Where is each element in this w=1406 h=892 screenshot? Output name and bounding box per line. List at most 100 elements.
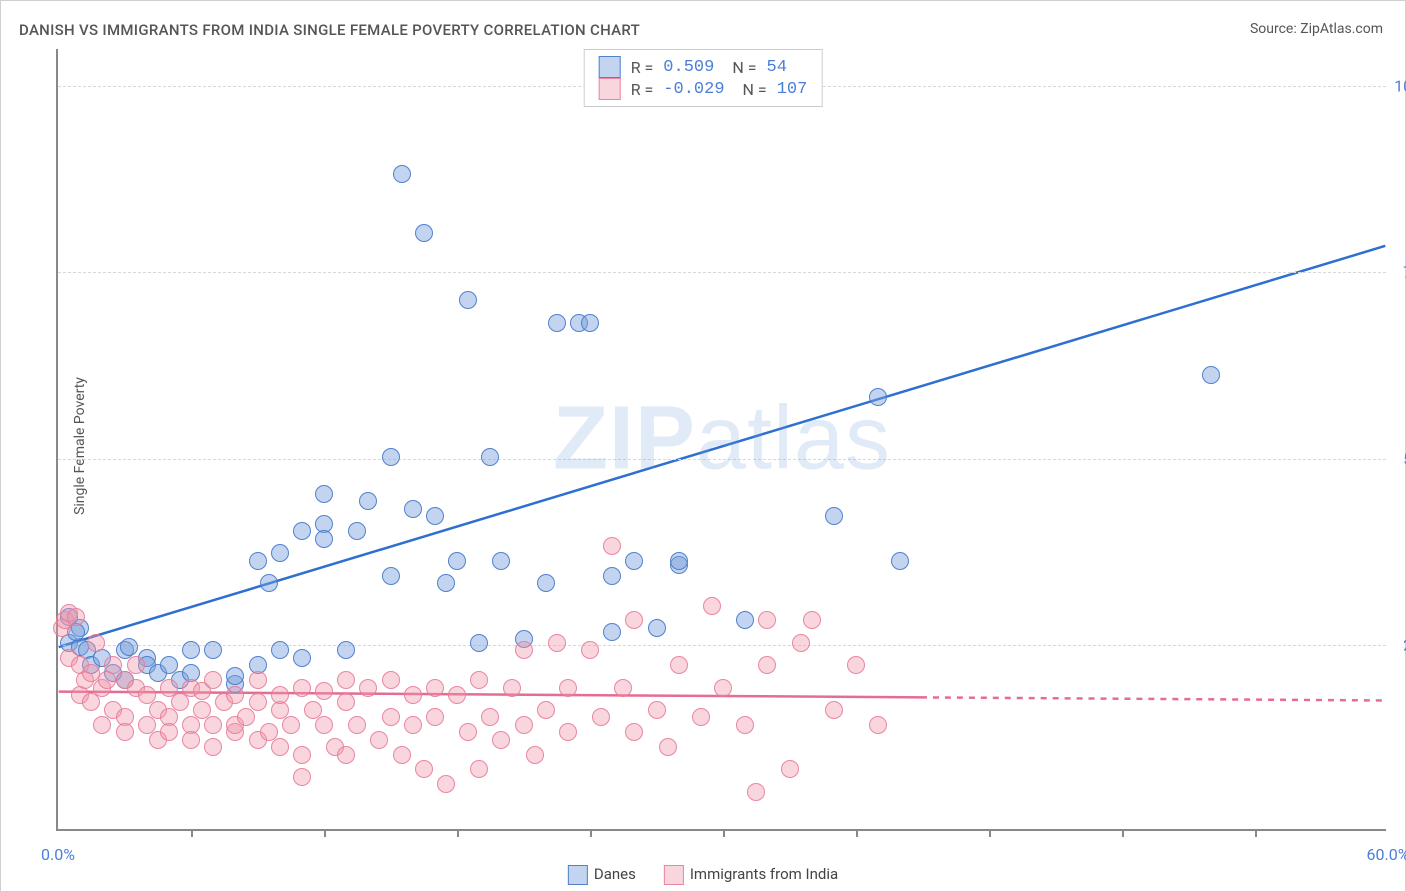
x-tick — [1122, 829, 1124, 837]
scatter-point-danes — [337, 641, 355, 659]
chart-title: DANISH VS IMMIGRANTS FROM INDIA SINGLE F… — [19, 21, 640, 39]
scatter-point-india — [803, 611, 821, 629]
scatter-point-india — [470, 760, 488, 778]
scatter-point-india — [714, 679, 732, 697]
scatter-point-danes — [548, 314, 566, 332]
scatter-point-india — [869, 716, 887, 734]
scatter-point-india — [426, 679, 444, 697]
scatter-point-danes — [271, 544, 289, 562]
scatter-point-india — [404, 686, 422, 704]
x-tick — [457, 829, 459, 837]
scatter-point-danes — [359, 492, 377, 510]
scatter-point-danes — [625, 552, 643, 570]
scatter-point-danes — [382, 567, 400, 585]
scatter-point-danes — [348, 522, 366, 540]
scatter-point-india — [370, 731, 388, 749]
scatter-point-india — [703, 597, 721, 615]
scatter-point-india — [315, 682, 333, 700]
scatter-point-india — [93, 716, 111, 734]
scatter-point-india — [337, 671, 355, 689]
scatter-point-india — [437, 775, 455, 793]
scatter-point-india — [171, 693, 189, 711]
scatter-point-india — [315, 716, 333, 734]
plot-area: ZIPatlas 25.0%50.0%75.0%100.0%0.0%60.0% — [56, 49, 1386, 831]
scatter-point-india — [226, 686, 244, 704]
scatter-point-danes — [648, 619, 666, 637]
swatch-india — [599, 78, 621, 100]
scatter-point-india — [448, 686, 466, 704]
scatter-point-india — [204, 671, 222, 689]
scatter-point-india — [592, 708, 610, 726]
scatter-point-danes — [226, 667, 244, 685]
gridline-h — [58, 645, 1386, 646]
scatter-point-india — [559, 723, 577, 741]
R-value-danes: 0.509 — [663, 58, 714, 77]
scatter-point-india — [492, 731, 510, 749]
scatter-point-india — [271, 686, 289, 704]
correlation-legend: R = 0.509 N = 54 R = -0.029 N = 107 — [584, 49, 823, 107]
scatter-point-danes — [736, 611, 754, 629]
gridline-h — [58, 459, 1386, 460]
scatter-point-danes — [293, 522, 311, 540]
scatter-point-india — [747, 783, 765, 801]
scatter-point-india — [116, 723, 134, 741]
scatter-point-india — [792, 634, 810, 652]
scatter-point-india — [348, 716, 366, 734]
scatter-point-danes — [315, 530, 333, 548]
scatter-point-india — [503, 679, 521, 697]
scatter-point-danes — [182, 641, 200, 659]
scatter-point-danes — [271, 641, 289, 659]
swatch-danes — [599, 56, 621, 78]
scatter-point-danes — [448, 552, 466, 570]
scatter-point-danes — [459, 291, 477, 309]
scatter-point-danes — [120, 638, 138, 656]
scatter-point-india — [526, 746, 544, 764]
scatter-point-india — [515, 641, 533, 659]
scatter-point-india — [758, 611, 776, 629]
trend-line-india-extrapolated — [921, 697, 1385, 700]
scatter-point-danes — [293, 649, 311, 667]
scatter-point-india — [758, 656, 776, 674]
scatter-point-danes — [437, 574, 455, 592]
scatter-point-danes — [1202, 366, 1220, 384]
x-tick — [989, 829, 991, 837]
scatter-point-india — [847, 656, 865, 674]
x-tick-label: 0.0% — [41, 845, 75, 864]
legend-row-danes: R = 0.509 N = 54 — [599, 56, 808, 78]
scatter-point-india — [548, 634, 566, 652]
scatter-point-india — [415, 760, 433, 778]
scatter-point-india — [581, 641, 599, 659]
scatter-point-india — [614, 679, 632, 697]
scatter-point-india — [404, 716, 422, 734]
scatter-point-india — [293, 746, 311, 764]
scatter-point-india — [382, 671, 400, 689]
scatter-point-india — [603, 537, 621, 555]
scatter-point-india — [393, 746, 411, 764]
scatter-point-india — [87, 634, 105, 652]
scatter-point-danes — [481, 448, 499, 466]
scatter-point-india — [182, 731, 200, 749]
R-label: R = — [631, 80, 654, 99]
scatter-point-india — [82, 693, 100, 711]
scatter-point-india — [293, 768, 311, 786]
scatter-point-danes — [603, 623, 621, 641]
scatter-point-india — [781, 760, 799, 778]
swatch-danes-icon — [568, 865, 588, 885]
trend-line-danes — [59, 246, 1386, 647]
x-tick — [324, 829, 326, 837]
scatter-point-india — [337, 746, 355, 764]
scatter-point-india — [67, 608, 85, 626]
scatter-point-india — [736, 716, 754, 734]
scatter-point-india — [337, 693, 355, 711]
scatter-point-danes — [382, 448, 400, 466]
scatter-point-danes — [537, 574, 555, 592]
scatter-point-danes — [869, 388, 887, 406]
scatter-point-danes — [393, 165, 411, 183]
x-tick — [590, 829, 592, 837]
scatter-point-india — [648, 701, 666, 719]
source-attribution: Source: ZipAtlas.com — [1250, 21, 1383, 37]
scatter-point-danes — [581, 314, 599, 332]
x-tick — [1255, 829, 1257, 837]
scatter-point-danes — [492, 552, 510, 570]
swatch-india-icon — [664, 865, 684, 885]
